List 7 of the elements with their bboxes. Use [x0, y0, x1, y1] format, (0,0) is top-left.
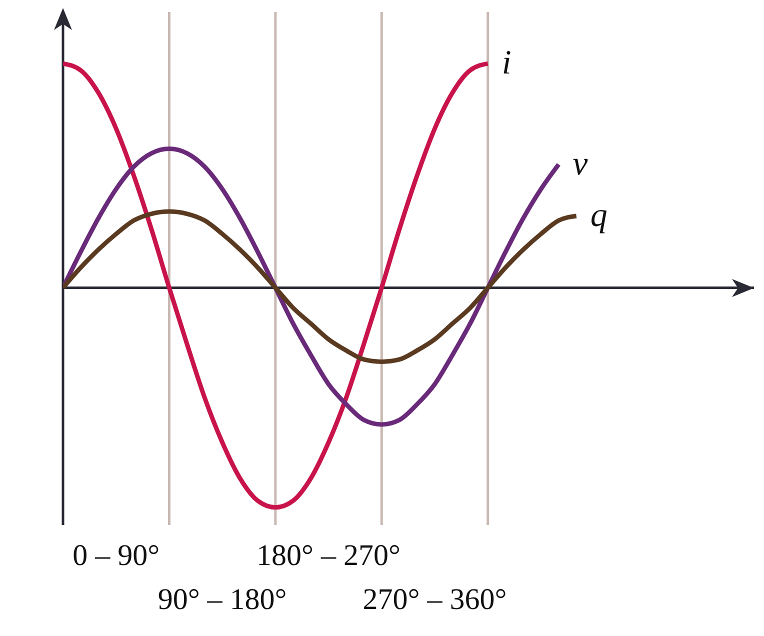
series-label: i	[502, 44, 512, 82]
x-tick-label: 90° – 180°	[158, 583, 287, 616]
x-tick-label: 270° – 360°	[362, 583, 507, 616]
series-label: v	[572, 145, 589, 182]
x-tick-label: 0 – 90°	[72, 539, 160, 572]
x-tick-label: 180° – 270°	[256, 539, 401, 572]
series-label: q	[590, 197, 608, 234]
